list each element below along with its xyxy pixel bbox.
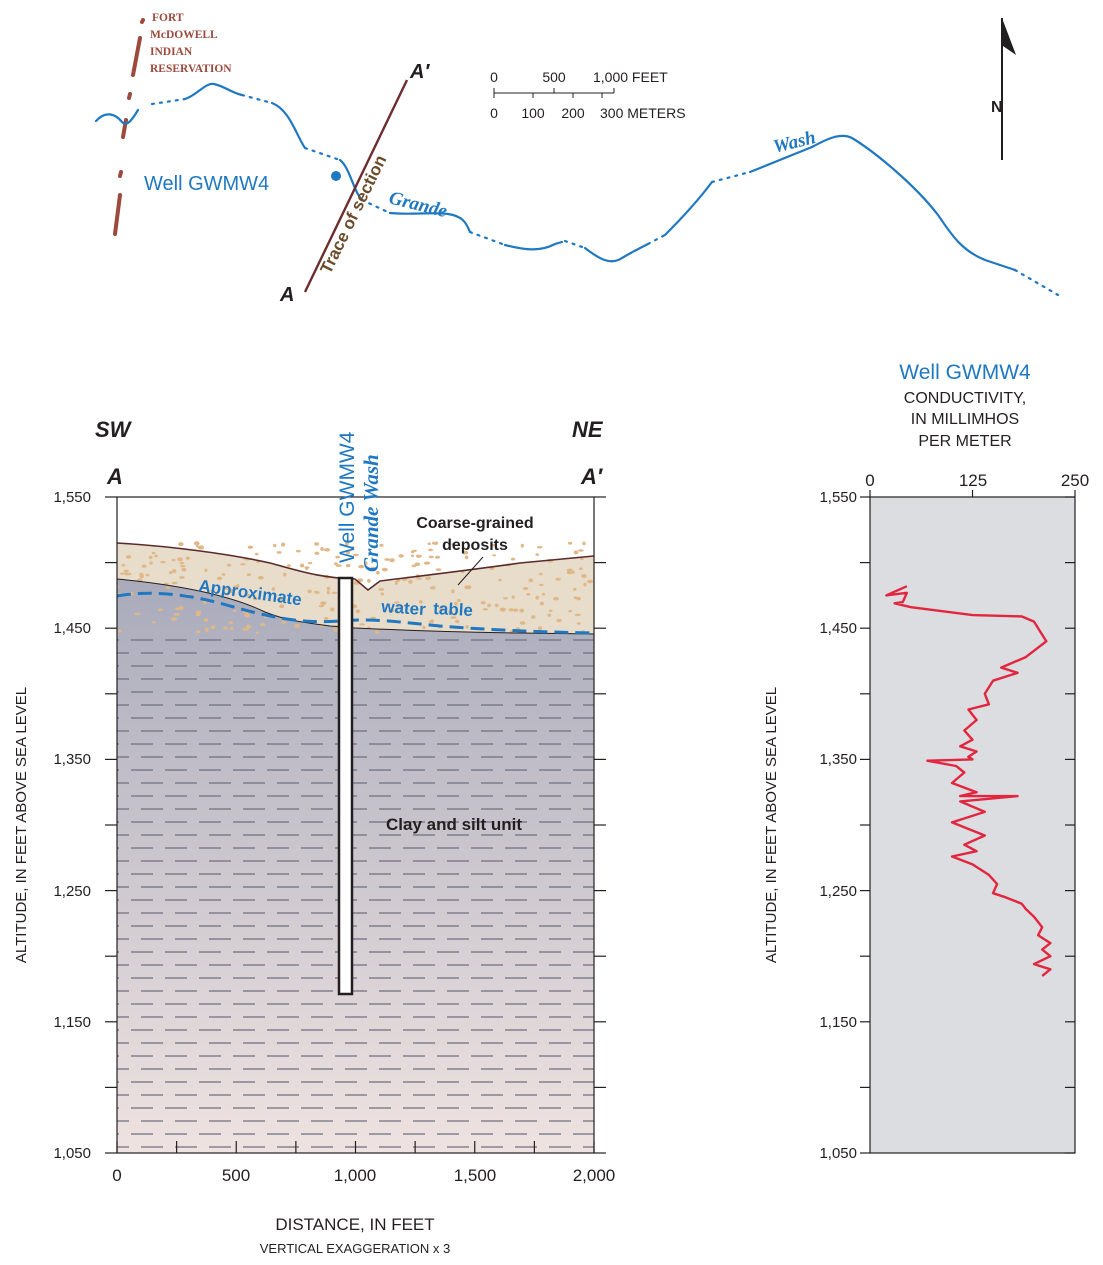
log-y-tick-labels: 1,050 1,150 1,250 1,350 1,450 1,550 — [819, 489, 857, 1162]
coarse-label-line-2: deposits — [442, 537, 508, 554]
water-table-label-table: table — [433, 599, 474, 620]
coarse-label-leader — [457, 556, 484, 586]
scale-meter-100: 100 — [521, 105, 545, 121]
cross-section: SW NE A A′ Well GWMW4 Grande Wash Coarse… — [13, 417, 615, 1256]
coarse-grained-deposits — [117, 543, 594, 634]
section-trace-label: Trace of section — [317, 152, 391, 277]
section-wash-label: Grande Wash — [359, 454, 383, 572]
section-x-tick-0: 0 — [112, 1166, 121, 1185]
section-x-tick-500: 500 — [222, 1166, 250, 1185]
log-subtitle-line-2: IN MILLIMHOS — [911, 411, 1019, 428]
scale-feet-500: 500 — [542, 69, 566, 85]
section-well-label: Well GWMW4 — [336, 431, 359, 563]
north-arrow-icon — [1001, 18, 1016, 160]
water-table-line — [117, 591, 594, 635]
log-x-tick-0: 0 — [865, 471, 874, 490]
map-scale-bar — [493, 88, 615, 98]
section-end-a: A — [106, 464, 123, 489]
direction-sw: SW — [95, 417, 133, 442]
section-y-tick-1250: 1,250 — [53, 883, 91, 900]
log-y-tick-1450: 1,450 — [819, 620, 857, 637]
log-y-tick-1150: 1,150 — [819, 1014, 857, 1031]
section-x-tick-1000: 1,000 — [334, 1166, 377, 1185]
section-ticks — [105, 496, 606, 1154]
log-y-tick-1250: 1,250 — [819, 883, 857, 900]
log-x-tick-250: 250 — [1061, 471, 1089, 490]
scale-feet-labels: 0 500 1,000 FEET — [490, 69, 668, 85]
reservation-label-line-1: FORT — [152, 12, 184, 24]
map-well-marker — [331, 171, 341, 181]
log-frame — [869, 496, 1076, 1154]
log-y-tick-1350: 1,350 — [819, 751, 857, 768]
conductivity-log: Well GWMW4 CONDUCTIVITY, IN MILLIMHOS PE… — [763, 361, 1089, 1162]
log-y-tick-1050: 1,050 — [819, 1145, 857, 1162]
section-y-tick-1150: 1,150 — [53, 1014, 91, 1031]
log-subtitle-line-3: PER METER — [918, 433, 1011, 450]
section-y-axis-label: ALTITUDE, IN FEET ABOVE SEA LEVEL — [13, 687, 30, 963]
log-ticks — [860, 490, 1076, 1154]
section-x-tick-1500: 1,500 — [454, 1166, 497, 1185]
clay-dash-pattern — [117, 639, 594, 1148]
map-end-a-prime: A′ — [409, 61, 430, 83]
section-y-tick-1550: 1,550 — [53, 489, 91, 506]
reservation-boundary — [113, 18, 145, 236]
water-table-label-water: water — [380, 597, 427, 619]
section-end-a-prime: A′ — [580, 464, 604, 489]
map-end-a: A — [279, 284, 294, 306]
grande-wash-river — [94, 82, 1060, 297]
section-y-tick-1350: 1,350 — [53, 751, 91, 768]
section-trace-line — [303, 79, 409, 293]
scale-feet-1000: 1,000 FEET — [593, 69, 668, 85]
conductivity-curve — [885, 585, 1052, 977]
section-x-tick-2000: 2,000 — [573, 1166, 616, 1185]
log-subtitle-line-1: CONDUCTIVITY, — [904, 390, 1026, 407]
log-title: Well GWMW4 — [899, 361, 1031, 384]
unit-contact-line — [117, 578, 594, 635]
section-well-casing — [337, 576, 354, 996]
section-x-axis-label: DISTANCE, IN FEET — [275, 1215, 434, 1234]
map-well-label: Well GWMW4 — [144, 173, 269, 195]
scale-meter-0: 0 — [490, 105, 498, 121]
river-label-grande: Grande — [387, 187, 450, 222]
clay-silt-label: Clay and silt unit — [386, 815, 522, 834]
clay-silt-unit — [117, 579, 594, 1153]
reservation-label: FORT McDOWELL INDIAN RESERVATION — [150, 12, 232, 75]
log-x-tick-labels: 0 125 250 — [865, 471, 1089, 490]
north-label: N — [991, 99, 1003, 116]
log-y-axis-label: ALTITUDE, IN FEET ABOVE SEA LEVEL — [763, 687, 780, 963]
section-y-tick-1050: 1,050 — [53, 1145, 91, 1162]
direction-ne: NE — [572, 417, 604, 442]
log-y-tick-1550: 1,550 — [819, 489, 857, 506]
reservation-label-line-3: INDIAN — [150, 46, 193, 58]
scale-meter-300: 300 METERS — [600, 105, 686, 121]
scale-feet-0: 0 — [490, 69, 498, 85]
land-surface-line — [117, 542, 594, 592]
section-y-tick-1450: 1,450 — [53, 620, 91, 637]
reservation-label-line-2: McDOWELL — [150, 29, 218, 41]
vertical-exaggeration-note: VERTICAL EXAGGERATION x 3 — [260, 1241, 450, 1256]
coarse-label-line-1: Coarse-grained — [416, 515, 533, 532]
section-x-tick-labels: 0 500 1,000 1,500 2,000 — [112, 1166, 615, 1185]
location-map: FORT McDOWELL INDIAN RESERVATION — [94, 12, 1060, 306]
reservation-label-line-4: RESERVATION — [150, 63, 232, 75]
scale-meter-labels: 0 100 200 300 METERS — [490, 105, 685, 121]
river-label-wash: Wash — [771, 127, 818, 158]
scale-meter-200: 200 — [561, 105, 585, 121]
log-x-tick-125: 125 — [959, 471, 987, 490]
section-y-tick-labels: 1,050 1,150 1,250 1,350 1,450 1,550 — [53, 489, 91, 1162]
